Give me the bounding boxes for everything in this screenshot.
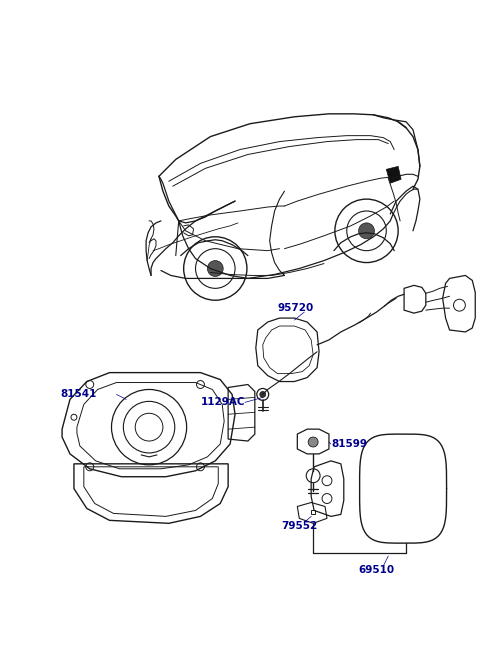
Text: 95720: 95720 bbox=[277, 303, 314, 313]
Text: 79552: 79552 bbox=[281, 521, 318, 531]
Text: 81599: 81599 bbox=[331, 439, 367, 449]
Circle shape bbox=[308, 437, 318, 447]
Text: 1129AC: 1129AC bbox=[201, 398, 245, 407]
Text: 69510: 69510 bbox=[359, 565, 395, 575]
Circle shape bbox=[207, 261, 223, 276]
Circle shape bbox=[260, 392, 266, 398]
Polygon shape bbox=[386, 166, 401, 183]
Text: 81541: 81541 bbox=[60, 390, 96, 400]
Circle shape bbox=[359, 223, 374, 239]
